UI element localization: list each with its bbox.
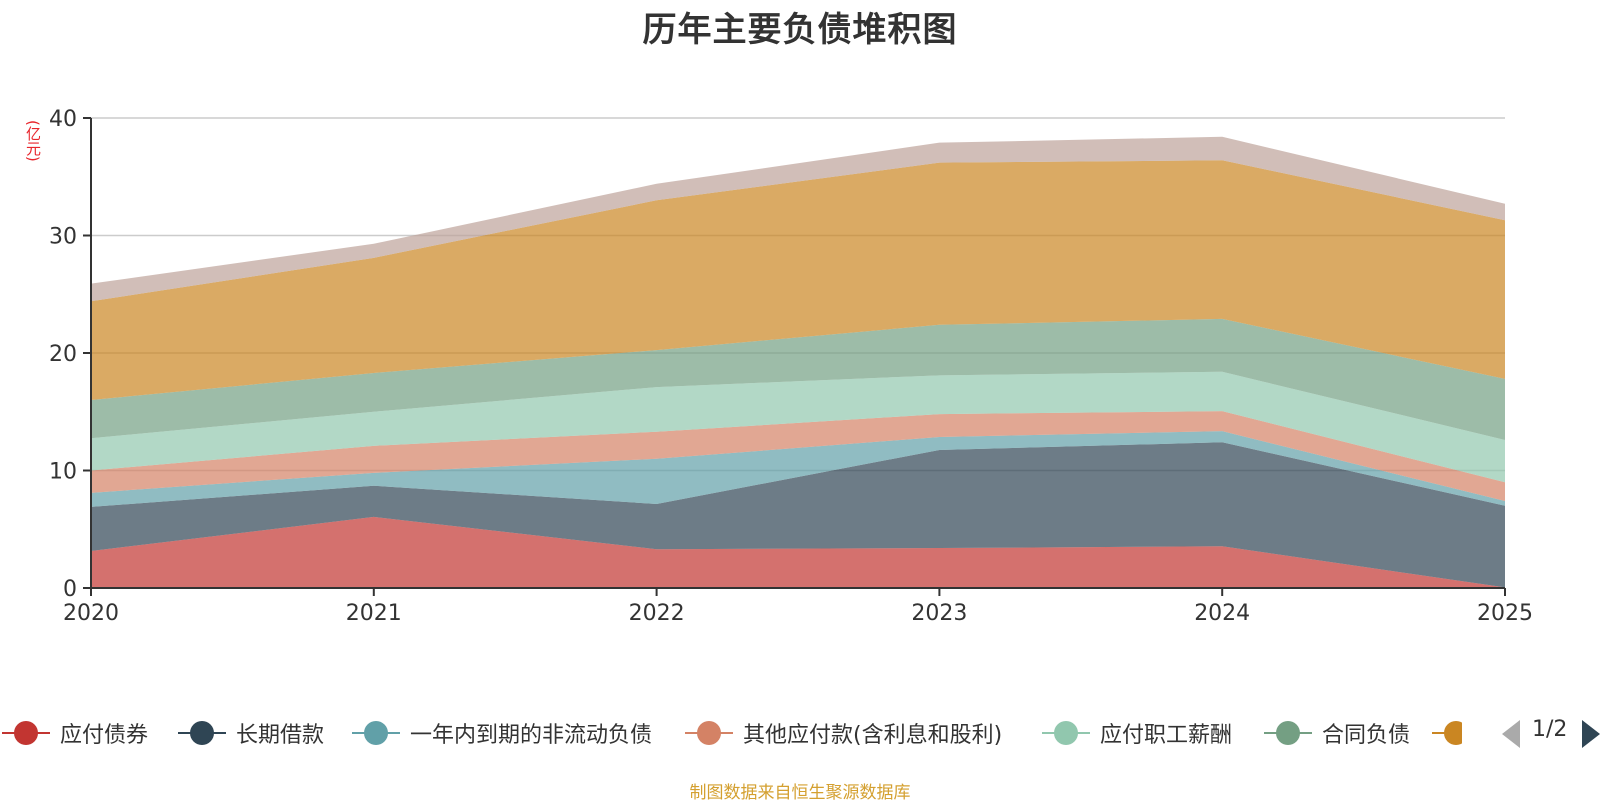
legend-label: 应付债券 (60, 723, 149, 748)
legend-prev-page-button[interactable] (1502, 720, 1520, 748)
legend-item-3[interactable]: 一年内到期的非流动负债 (350, 716, 652, 750)
area-series-2[interactable] (91, 442, 1505, 588)
legend-label: 长期借款 (236, 723, 325, 748)
area-series-6[interactable] (91, 318, 1505, 440)
y-tick-label: 30 (49, 225, 77, 250)
legend-item-2[interactable]: 长期借款 (176, 716, 324, 750)
area-series (91, 136, 1505, 588)
area-series-5[interactable] (91, 371, 1505, 483)
x-tick-label: 2022 (629, 601, 685, 626)
x-tick-label: 2021 (346, 601, 402, 626)
y-tick-label: 20 (49, 342, 77, 367)
legend-label: 应付职工薪酬 (1100, 723, 1233, 748)
legend-marker-icon (683, 716, 735, 750)
y-tick-label: 10 (49, 460, 77, 485)
x-tick-label: 2023 (911, 601, 967, 626)
legend-page-indicator: 1/2 (1532, 717, 1568, 742)
legend: 应付债券 长期借款 一年内到期的非流动负债 其他应付款(含利息和股利) 应付职工薪酬 合同… (0, 716, 1600, 750)
legend-marker-icon (1262, 716, 1314, 750)
source-note: 制图数据来自恒生聚源数据库 (689, 783, 911, 803)
stacked-area-chart: 0 10 20 30 40 2020 2021 2022 2023 2024 2025 (49, 107, 1533, 626)
x-tick-label: 2020 (63, 601, 119, 626)
y-tick-label: 0 (63, 577, 77, 602)
area-series-7[interactable] (91, 160, 1505, 400)
area-series-3[interactable] (91, 431, 1505, 507)
legend-marker-icon (1040, 716, 1092, 750)
axes: 0 10 20 30 40 2020 2021 2022 2023 2024 2025 (49, 107, 1533, 626)
y-tick-label: 40 (49, 107, 77, 132)
legend-label: 合同负债 (1322, 723, 1411, 748)
legend-marker-icon (176, 716, 228, 750)
x-tick-label: 2025 (1477, 601, 1533, 626)
legend-label: 其他应付款(含利息和股利) (743, 723, 1003, 748)
area-series-1[interactable] (91, 516, 1505, 588)
legend-marker-icon (0, 716, 52, 750)
legend-label: 一年内到期的非流动负债 (410, 723, 653, 748)
legend-next-page-button[interactable] (1582, 720, 1600, 748)
legend-item-1[interactable]: 应付债券 (0, 716, 148, 750)
legend-item-6[interactable]: 合同负债 (1262, 716, 1410, 750)
legend-item-5[interactable]: 应付职工薪酬 (1040, 716, 1232, 750)
x-tick-label: 2024 (1194, 601, 1250, 626)
legend-item-7[interactable] (1430, 716, 1462, 750)
legend-marker-icon (1430, 716, 1462, 750)
legend-marker-icon (350, 716, 402, 750)
legend-item-4[interactable]: 其他应付款(含利息和股利) (683, 716, 1002, 750)
area-series-8[interactable] (91, 136, 1505, 302)
y-axis-unit-label: (亿元) (24, 120, 42, 162)
legend-items: 应付债券 长期借款 一年内到期的非流动负债 其他应付款(含利息和股利) 应付职工薪酬 合同… (0, 716, 1462, 750)
area-series-4[interactable] (91, 411, 1505, 502)
chart-title: 历年主要负债堆积图 (642, 10, 958, 50)
